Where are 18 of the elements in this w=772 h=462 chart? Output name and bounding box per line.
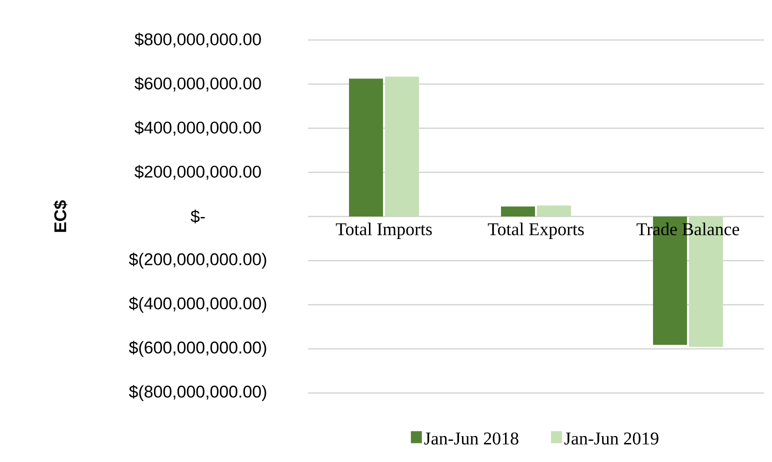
y-tick-label: $600,000,000.00: [134, 76, 261, 92]
y-tick-label: $-: [190, 210, 205, 224]
bar: [537, 205, 572, 216]
y-tick-label: $(200,000,000.00): [128, 252, 266, 269]
legend-label: Jan-Jun 2019: [564, 432, 658, 445]
y-tick-label: $(800,000,000.00): [128, 384, 266, 401]
y-axis-title: EC$: [54, 200, 68, 232]
y-tick-label: $400,000,000.00: [134, 120, 261, 136]
y-tick-label: $800,000,000.00: [134, 32, 261, 48]
legend-label: Jan-Jun 2018: [424, 432, 518, 445]
x-tick-label: Total Imports: [336, 222, 432, 239]
y-tick-label: $(600,000,000.00): [128, 340, 266, 357]
y-tick-label: $200,000,000.00: [134, 165, 261, 180]
bar: [501, 206, 536, 216]
bar: [385, 76, 420, 216]
y-tick-label: $(400,000,000.00): [128, 296, 266, 313]
bar: [349, 78, 384, 216]
x-tick-label: Total Exports: [488, 222, 584, 239]
